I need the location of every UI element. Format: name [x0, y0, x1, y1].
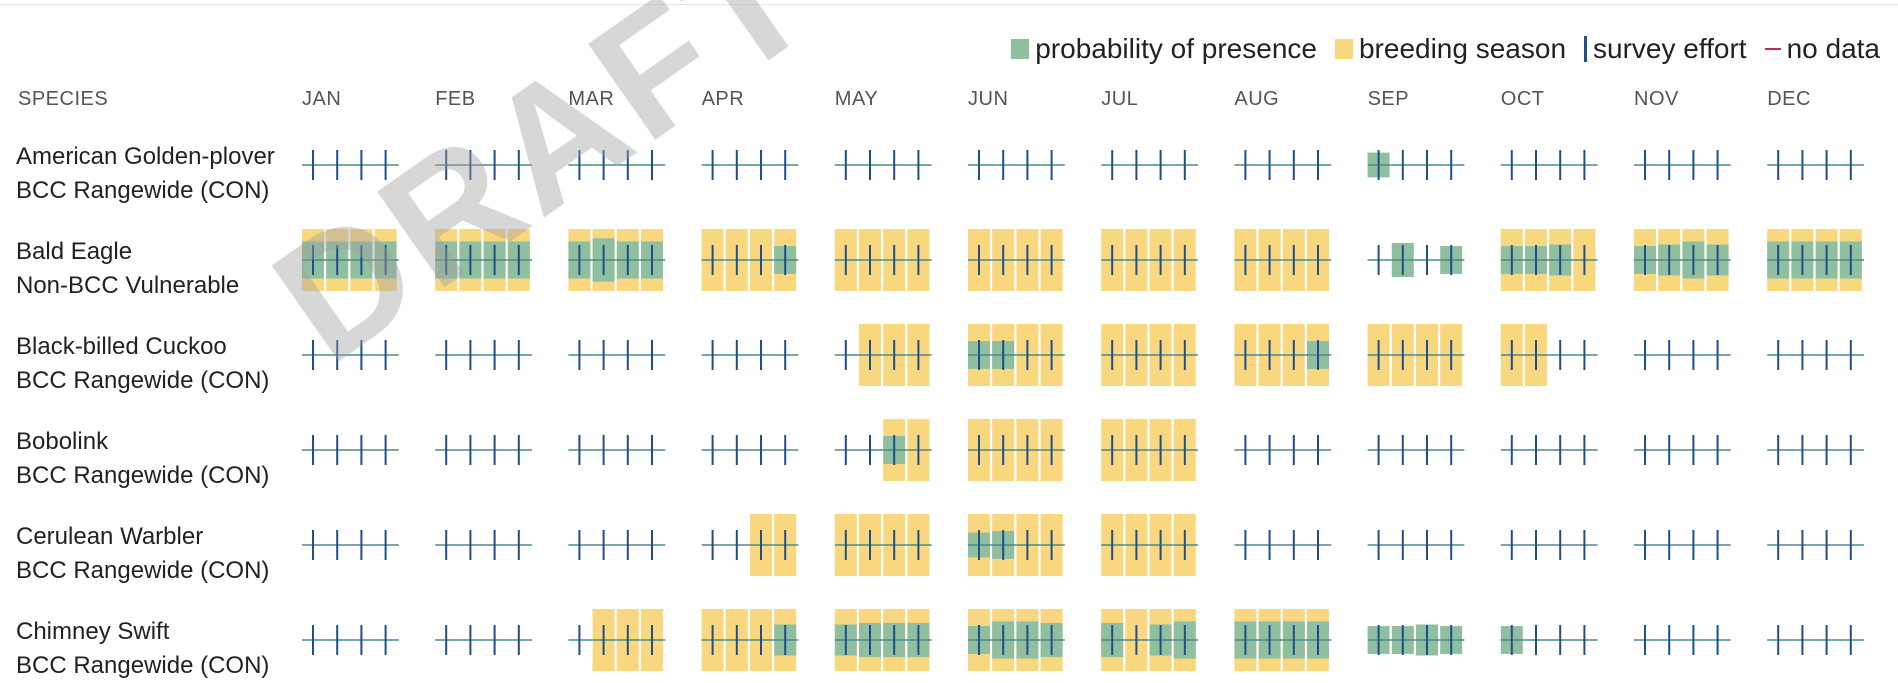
legend-nodata: no data — [1764, 33, 1880, 65]
species-row-label[interactable]: Bobolink BCC Rangewide (CON) — [16, 425, 269, 493]
species-status: BCC Rangewide (CON) — [16, 367, 270, 394]
month-header-jul: JUL — [1101, 88, 1139, 110]
top-divider — [0, 4, 1898, 5]
legend: probability of presence breeding season … — [993, 33, 1880, 65]
nodata-dash-icon — [1764, 48, 1781, 50]
species-name: American Golden-plover — [16, 143, 275, 170]
legend-nodata-label: no data — [1786, 33, 1880, 64]
legend-breeding: breeding season — [1334, 33, 1567, 65]
month-header-feb: FEB — [435, 88, 476, 110]
species-status: Non-BCC Vulnerable — [16, 272, 240, 299]
species-status: BCC Rangewide (CON) — [16, 652, 270, 679]
species-name: Cerulean Warbler — [16, 523, 204, 550]
month-header-jan: JAN — [302, 88, 342, 110]
species-row-label[interactable]: American Golden-plover BCC Rangewide (CON… — [16, 140, 275, 208]
legend-presence-label: probability of presence — [1035, 33, 1317, 64]
species-name: Black-billed Cuckoo — [16, 333, 227, 360]
species-name: Bobolink — [16, 428, 109, 455]
month-header-mar: MAR — [568, 88, 615, 110]
effort-line-icon — [1584, 36, 1588, 62]
month-header-aug: AUG — [1234, 88, 1280, 110]
species-status: BCC Rangewide (CON) — [16, 462, 270, 489]
species-row-label[interactable]: Chimney Swift BCC Rangewide (CON) — [16, 615, 269, 683]
month-header-nov: NOV — [1634, 88, 1679, 110]
legend-breeding-label: breeding season — [1358, 33, 1567, 64]
species-name: Chimney Swift — [16, 618, 170, 645]
legend-presence: probability of presence — [1011, 33, 1317, 65]
legend-effort-label: survey effort — [1593, 33, 1747, 64]
species-row-label[interactable]: Black-billed Cuckoo BCC Rangewide (CON) — [16, 330, 269, 398]
breeding-swatch-icon — [1334, 39, 1353, 59]
month-header-jun: JUN — [968, 88, 1009, 110]
month-header-dec: DEC — [1767, 88, 1811, 110]
legend-effort: survey effort — [1584, 33, 1747, 65]
month-header-sep: SEP — [1367, 88, 1410, 110]
species-status: BCC Rangewide (CON) — [16, 177, 270, 204]
species-column-header: SPECIES — [18, 88, 109, 110]
month-header-may: MAY — [834, 88, 879, 110]
species-status: BCC Rangewide (CON) — [16, 557, 270, 584]
month-header-oct: OCT — [1500, 88, 1545, 110]
month-header-apr: APR — [701, 88, 745, 110]
species-row-label[interactable]: Cerulean Warbler BCC Rangewide (CON) — [16, 520, 269, 588]
species-name: Bald Eagle — [16, 238, 133, 265]
presence-swatch-icon — [1011, 39, 1030, 59]
species-row-label[interactable]: Bald Eagle Non-BCC Vulnerable — [16, 235, 239, 303]
